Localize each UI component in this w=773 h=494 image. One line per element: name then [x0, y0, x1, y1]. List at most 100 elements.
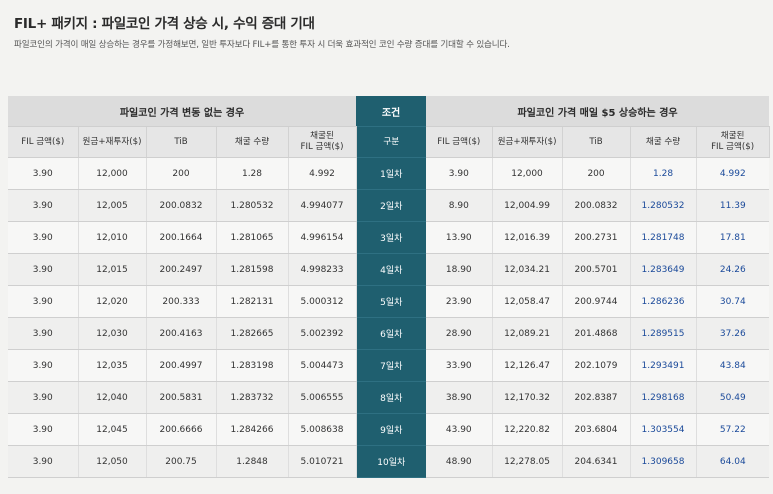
comparison-table: 파일코인 가격 변동 없는 경우 조건 파일코인 가격 매일 $5 상승하는 경…	[8, 96, 770, 478]
right-cell: 200	[562, 157, 631, 190]
left-cell: 3.90	[8, 157, 79, 190]
day-cell: 3일차	[356, 221, 427, 254]
left-cell: 1.282131	[216, 285, 289, 318]
left-cell: 1.282665	[216, 317, 289, 350]
column-header: FIL 금액($)	[426, 126, 493, 158]
left-cell: 3.90	[8, 381, 79, 414]
left-cell: 12,035	[78, 349, 147, 382]
right-cell: 12,126.47	[492, 349, 563, 382]
left-cell: 200.6666	[146, 413, 217, 446]
right-cell: 12,089.21	[492, 317, 563, 350]
day-cell: 7일차	[356, 349, 427, 382]
column-header: 채굴된 FIL 금액($)	[288, 126, 357, 158]
table-row: 3.90 12,030 200.4163 1.282665 5.002392 6일차 28.…	[8, 317, 770, 350]
left-cell: 1.28	[216, 157, 289, 190]
left-cell: 200.0832	[146, 189, 217, 222]
right-cell: 64.04	[696, 445, 770, 478]
left-cell: 200	[146, 157, 217, 190]
left-cell: 5.002392	[288, 317, 357, 350]
left-cell: 1.281065	[216, 221, 289, 254]
right-cell: 12,034.21	[492, 253, 563, 286]
left-cell: 200.1664	[146, 221, 217, 254]
table-row: 3.90 12,045 200.6666 1.284266 5.008638 9일차 43.…	[8, 413, 770, 446]
left-cell: 200.5831	[146, 381, 217, 414]
left-cell: 12,030	[78, 317, 147, 350]
left-cell: 12,010	[78, 221, 147, 254]
right-cell: 201.4868	[562, 317, 631, 350]
right-cell: 18.90	[426, 253, 493, 286]
left-cell: 3.90	[8, 189, 79, 222]
right-cell: 1.309658	[630, 445, 697, 478]
right-cell: 1.286236	[630, 285, 697, 318]
left-cell: 5.006555	[288, 381, 357, 414]
left-cell: 3.90	[8, 349, 79, 382]
right-cell: 200.2731	[562, 221, 631, 254]
left-cell: 200.2497	[146, 253, 217, 286]
table-row: 3.90 12,000 200 1.28 4.992 1일차 3.90 12,000 200 1.…	[8, 157, 770, 190]
right-cell: 203.6804	[562, 413, 631, 446]
right-cell: 17.81	[696, 221, 770, 254]
column-header: 채굴 수량	[630, 126, 697, 158]
left-cell: 12,040	[78, 381, 147, 414]
left-cell: 200.75	[146, 445, 217, 478]
right-cell: 28.90	[426, 317, 493, 350]
day-cell: 9일차	[356, 413, 427, 446]
day-cell: 4일차	[356, 253, 427, 286]
table-row: 3.90 12,040 200.5831 1.283732 5.006555 8일차 38.…	[8, 381, 770, 414]
day-cell: 5일차	[356, 285, 427, 318]
right-cell: 24.26	[696, 253, 770, 286]
left-cell: 3.90	[8, 221, 79, 254]
right-cell: 37.26	[696, 317, 770, 350]
condition-group-header: 조건	[356, 96, 427, 127]
right-cell: 12,058.47	[492, 285, 563, 318]
right-cell: 202.8387	[562, 381, 631, 414]
left-cell: 3.90	[8, 285, 79, 318]
right-cell: 1.28	[630, 157, 697, 190]
right-cell: 12,170.32	[492, 381, 563, 414]
right-cell: 11.39	[696, 189, 770, 222]
left-cell: 12,000	[78, 157, 147, 190]
column-header-row: FIL 금액($) 원금+재투자($) TiB 채굴 수량 채굴된 FIL 금액($) 구분…	[8, 126, 770, 158]
right-cell: 1.298168	[630, 381, 697, 414]
left-cell: 1.281598	[216, 253, 289, 286]
column-header: TiB	[562, 126, 631, 158]
comparison-table-container: 파일코인 가격 변동 없는 경우 조건 파일코인 가격 매일 $5 상승하는 경…	[8, 96, 770, 478]
left-cell: 4.998233	[288, 253, 357, 286]
column-header: 원금+재투자($)	[492, 126, 563, 158]
table-row: 3.90 12,020 200.333 1.282131 5.000312 5일차 23.9…	[8, 285, 770, 318]
left-group-header: 파일코인 가격 변동 없는 경우	[8, 96, 357, 127]
left-cell: 12,050	[78, 445, 147, 478]
right-cell: 33.90	[426, 349, 493, 382]
left-cell: 3.90	[8, 253, 79, 286]
right-cell: 38.90	[426, 381, 493, 414]
column-header: TiB	[146, 126, 217, 158]
column-header: 원금+재투자($)	[78, 126, 147, 158]
left-cell: 12,045	[78, 413, 147, 446]
left-cell: 1.283732	[216, 381, 289, 414]
left-cell: 12,015	[78, 253, 147, 286]
group-header-row: 파일코인 가격 변동 없는 경우 조건 파일코인 가격 매일 $5 상승하는 경…	[8, 96, 770, 127]
right-cell: 1.289515	[630, 317, 697, 350]
left-cell: 3.90	[8, 413, 79, 446]
left-cell: 5.008638	[288, 413, 357, 446]
left-cell: 1.284266	[216, 413, 289, 446]
left-cell: 1.283198	[216, 349, 289, 382]
right-cell: 3.90	[426, 157, 493, 190]
right-cell: 1.303554	[630, 413, 697, 446]
right-cell: 4.992	[696, 157, 770, 190]
left-cell: 1.2848	[216, 445, 289, 478]
table-row: 3.90 12,035 200.4997 1.283198 5.004473 7일차 33.…	[8, 349, 770, 382]
table-row: 3.90 12,010 200.1664 1.281065 4.996154 3일차 13.…	[8, 221, 770, 254]
column-header: FIL 금액($)	[8, 126, 79, 158]
table-row: 3.90 12,015 200.2497 1.281598 4.998233 4일차 18.…	[8, 253, 770, 286]
day-cell: 10일차	[356, 445, 427, 478]
right-cell: 12,016.39	[492, 221, 563, 254]
right-cell: 12,004.99	[492, 189, 563, 222]
right-cell: 1.283649	[630, 253, 697, 286]
day-cell: 1일차	[356, 157, 427, 190]
left-cell: 3.90	[8, 317, 79, 350]
left-cell: 4.992	[288, 157, 357, 190]
right-cell: 204.6341	[562, 445, 631, 478]
day-cell: 2일차	[356, 189, 427, 222]
left-cell: 12,020	[78, 285, 147, 318]
